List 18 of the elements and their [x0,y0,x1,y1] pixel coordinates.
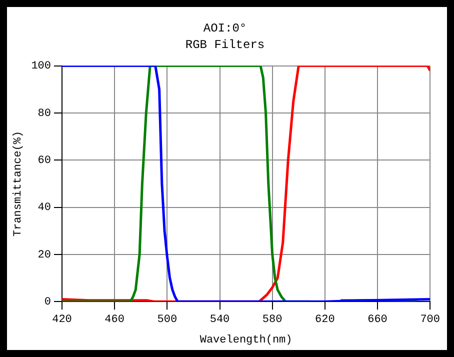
x-tick-label: 540 [210,314,230,326]
y-tick-label: 100 [31,60,52,73]
x-tick-label: 620 [315,314,335,326]
y-tick-label: 0 [44,296,52,309]
x-tick-label: 500 [157,314,178,326]
y-axis-title: Transmittance(%) [12,130,25,237]
x-tick-label: 460 [104,314,124,326]
chart-subtitle: RGB Filters [185,38,265,52]
y-tick-label: 20 [38,249,52,262]
x-tick-label: 700 [420,314,440,326]
chart-title: AOI:0° [203,21,247,36]
x-tick-label: 660 [368,314,388,326]
x-axis-title: Wavelength(nm) [200,334,292,346]
x-tick-label: 420 [52,314,72,326]
y-tick-label: 80 [38,108,52,120]
y-tick-label: 40 [38,202,52,214]
y-tick-label: 60 [38,155,52,168]
x-tick-label: 580 [262,314,282,326]
